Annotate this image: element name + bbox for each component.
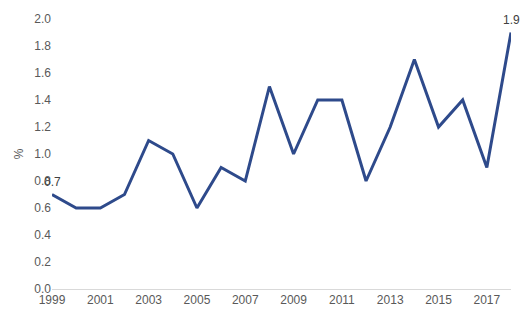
svg-text:2015: 2015: [425, 293, 452, 307]
svg-text:1.9: 1.9: [503, 13, 520, 27]
svg-text:2003: 2003: [135, 293, 162, 307]
svg-text:0.7: 0.7: [44, 175, 61, 189]
svg-text:1.6: 1.6: [34, 66, 51, 80]
svg-text:2001: 2001: [87, 293, 114, 307]
svg-text:1.8: 1.8: [34, 39, 51, 53]
svg-text:2017: 2017: [473, 293, 500, 307]
svg-text:0.2: 0.2: [34, 255, 51, 269]
svg-text:2009: 2009: [280, 293, 307, 307]
svg-text:2005: 2005: [184, 293, 211, 307]
svg-text:1.4: 1.4: [34, 93, 51, 107]
svg-text:2.0: 2.0: [34, 12, 51, 26]
svg-text:0.8: 0.8: [34, 174, 51, 188]
svg-text:0.6: 0.6: [34, 201, 51, 215]
svg-text:0.4: 0.4: [34, 228, 51, 242]
svg-text:0.0: 0.0: [34, 282, 51, 296]
svg-text:1.2: 1.2: [34, 120, 51, 134]
svg-text:2011: 2011: [329, 293, 355, 307]
svg-text:2007: 2007: [232, 293, 259, 307]
svg-text:1999: 1999: [39, 293, 66, 307]
svg-text:2013: 2013: [377, 293, 404, 307]
svg-text:1.0: 1.0: [34, 147, 51, 161]
svg-text:%: %: [12, 148, 26, 159]
